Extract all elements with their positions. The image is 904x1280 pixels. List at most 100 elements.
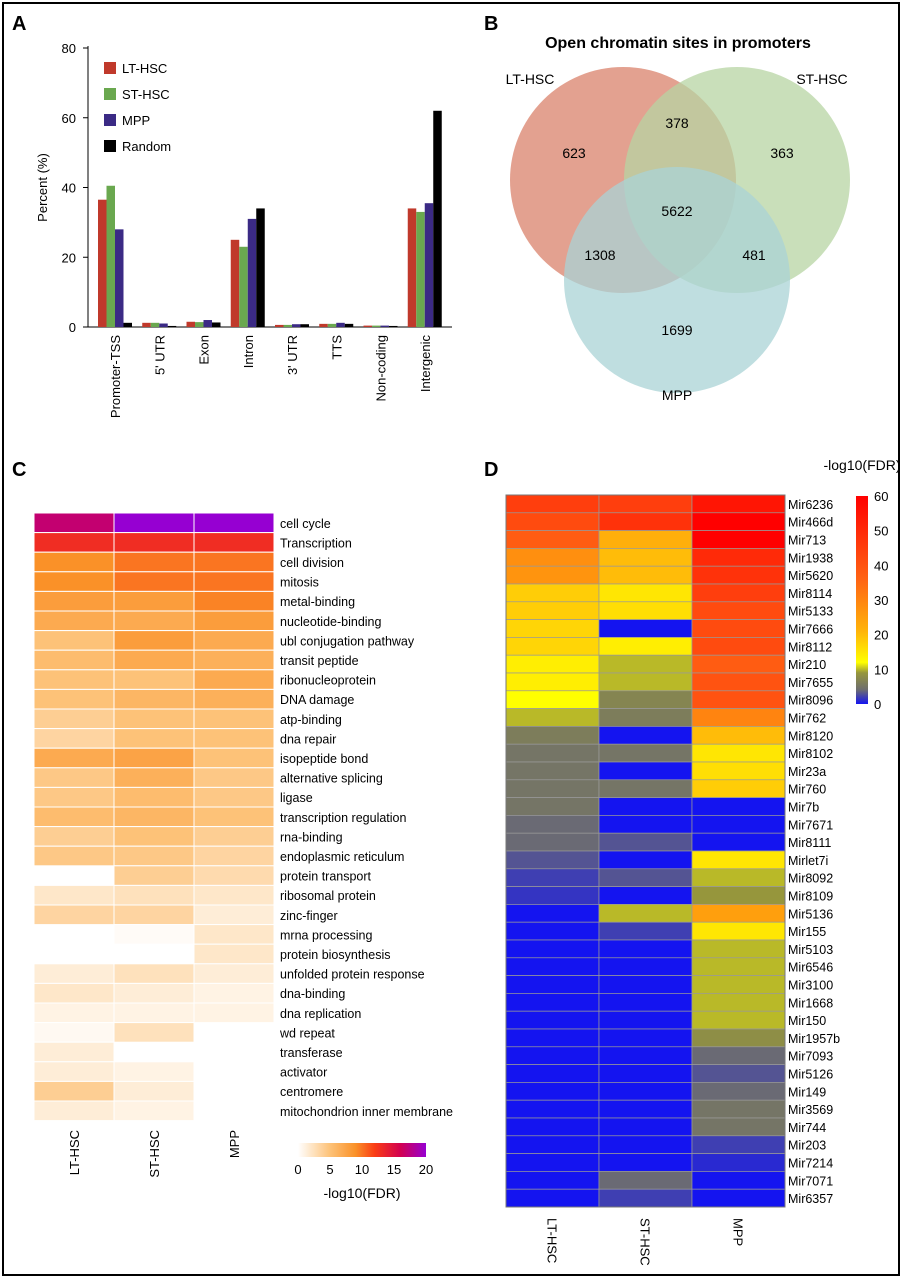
heatmap-cell [113, 590, 195, 612]
heatmap-cell [505, 708, 600, 727]
heatmap-cell [505, 619, 600, 638]
bar-lt-hsc [98, 199, 107, 327]
heatmap-row-label: ubl conjugation pathway [280, 634, 415, 648]
venn-count-lt-mpp: 1308 [584, 247, 615, 263]
heatmap-row-label: Mir8120 [788, 729, 833, 743]
heatmap-cell [193, 688, 275, 710]
heatmap-cell [691, 494, 786, 514]
heatmap-row-label: Mir3569 [788, 1103, 833, 1117]
heatmap-cell [691, 779, 786, 798]
heatmap-cell [505, 797, 600, 816]
bar-st-hsc [416, 211, 425, 327]
heatmap-cell [598, 512, 693, 531]
heatmap-cell [505, 512, 600, 531]
venn-count-st-mpp: 481 [742, 247, 766, 263]
bar-lt-hsc [186, 321, 195, 327]
heatmap-cell [598, 886, 693, 905]
heatmap-cell [691, 921, 786, 941]
heatmap-cell [598, 850, 693, 870]
heatmap-cell [505, 1135, 600, 1154]
heatmap-cell [193, 532, 275, 553]
heatmap-cell [505, 1099, 600, 1119]
heatmap-cell [505, 761, 600, 781]
heatmap-cell [505, 530, 600, 549]
heatmap-cell [598, 993, 693, 1012]
bar-lt-hsc [275, 324, 284, 327]
heatmap-cell [598, 1046, 693, 1065]
venn-set-label: MPP [662, 387, 692, 403]
heatmap-cell [33, 904, 115, 926]
heatmap-cell [598, 779, 693, 798]
heatmap-row-label: atp-binding [280, 713, 342, 727]
bar-random [300, 324, 309, 327]
heatmap-cell [505, 993, 600, 1012]
heatmap-row-label: mrna processing [280, 928, 372, 942]
heatmap-cell [113, 982, 195, 1004]
heatmap-row-label: protein biosynthesis [280, 948, 390, 962]
colorbar-tick-label: 20 [419, 1162, 433, 1177]
heatmap-cell [505, 1046, 600, 1065]
heatmap-cell [193, 924, 275, 945]
heatmap-cell [691, 1117, 786, 1137]
heatmap-cell [598, 797, 693, 816]
heatmap-cell [598, 1153, 693, 1172]
heatmap-cell [691, 815, 786, 834]
panel-label-a: A [12, 13, 26, 35]
heatmap-row-label: Mir760 [788, 783, 826, 797]
heatmap-cell [113, 708, 195, 730]
heatmap-row-label: Mir8109 [788, 890, 833, 904]
heatmap-cell [193, 747, 275, 769]
heatmap-column-label: MPP [227, 1130, 242, 1158]
heatmap-cell [33, 590, 115, 612]
heatmap-cell [598, 1171, 693, 1190]
heatmap-cell [505, 583, 600, 603]
venn-title: Open chromatin sites in promoters [545, 35, 811, 52]
heatmap-cell [691, 637, 786, 656]
colorbar-tick-label: 60 [874, 489, 888, 504]
heatmap-cell [691, 690, 786, 709]
bar-lt-hsc [363, 325, 372, 327]
heatmap-cell [33, 1100, 115, 1122]
heatmap-cell [691, 1135, 786, 1154]
bar-st-hsc [327, 323, 337, 327]
heatmap-cell [598, 548, 693, 567]
colorbar-tick-label: 0 [294, 1162, 301, 1177]
legend-label: LT-HSC [122, 61, 167, 76]
heatmap-row-label: Mir1957b [788, 1032, 840, 1046]
heatmap-cell [33, 630, 115, 651]
heatmap-cell [691, 975, 786, 994]
heatmap-row-label: Mir8114 [788, 587, 832, 601]
bar-st-hsc [372, 325, 381, 327]
heatmap-cell [505, 1188, 600, 1208]
colorbar-tick-label: 30 [874, 593, 888, 608]
heatmap-cell [33, 826, 115, 847]
heatmap-cell [598, 583, 693, 603]
heatmap-cell [691, 654, 786, 674]
heatmap-cell [598, 601, 693, 620]
bar-st-hsc [150, 322, 160, 327]
heatmap-cell [598, 1188, 693, 1208]
heatmap-cell [193, 963, 275, 984]
heatmap-row-label: Mir6357 [788, 1192, 833, 1206]
heatmap-cell [505, 1171, 600, 1190]
y-tick-label: 60 [62, 111, 76, 126]
heatmap-cell [193, 630, 275, 651]
y-tick-label: 0 [69, 320, 76, 335]
heatmap-row-label: Mir5126 [788, 1068, 833, 1082]
heatmap-cell [691, 530, 786, 549]
heatmap-cell [193, 590, 275, 612]
heatmap-cell [598, 690, 693, 709]
heatmap-column-label: LT-HSC [545, 1218, 560, 1263]
bar-mpp [424, 203, 434, 327]
colorbar-tick-label: 40 [874, 558, 888, 573]
heatmap-row-label: rna-binding [280, 830, 343, 844]
bar-mpp [203, 320, 212, 327]
bar-random [344, 323, 354, 327]
heatmap-cell [505, 743, 600, 763]
heatmap-border [505, 494, 786, 1208]
heatmap-cell [33, 512, 115, 534]
heatmap-cell [505, 637, 600, 656]
heatmap-column-label: ST-HSC [638, 1218, 653, 1266]
venn-count-lt-only: 623 [562, 145, 586, 161]
